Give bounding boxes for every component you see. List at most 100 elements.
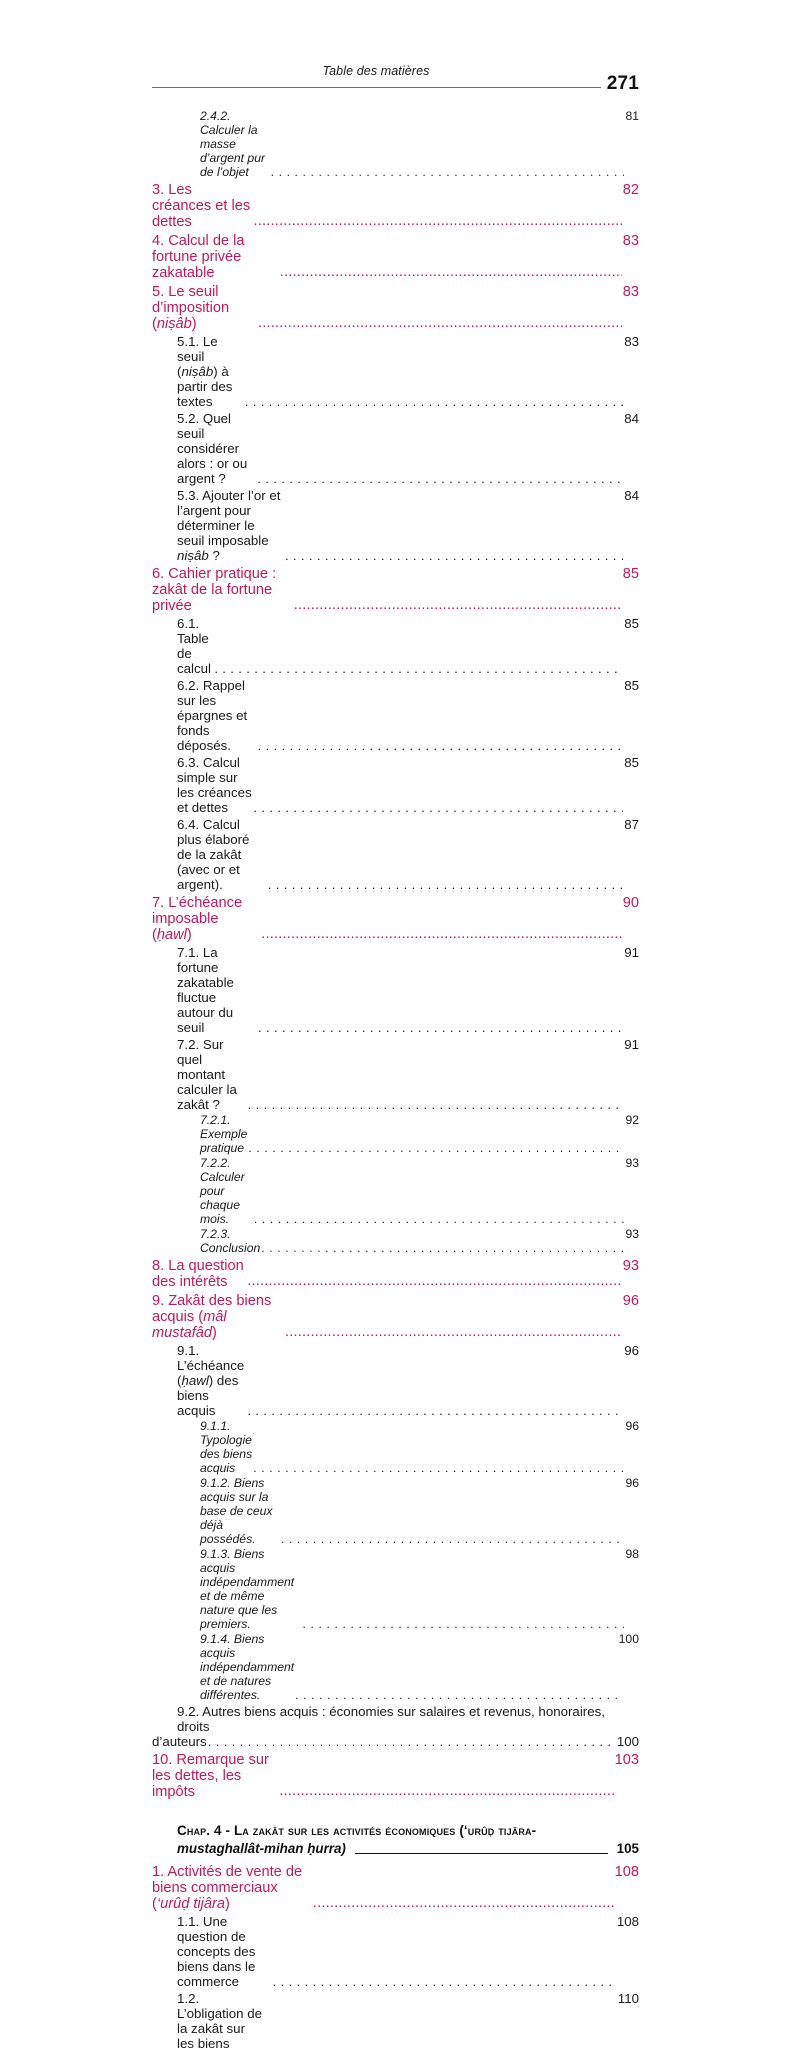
table-of-contents: 2.4.2. Calculer la masse d’argent pur de… (152, 108, 639, 2048)
dot-leader: ........................................… (272, 1973, 616, 1989)
toc-entry[interactable]: 5.1. Le seuil (niṣâb) à partir des texte… (152, 334, 639, 409)
toc-entry-label: 4. Calcul de la fortune privée zakatable (152, 233, 249, 281)
toc-entry[interactable]: 6.1. Table de calcul....................… (152, 616, 639, 676)
toc-entry[interactable]: 9.1.4. Biens acquis indépendamment et de… (152, 1632, 639, 1702)
toc-entry[interactable]: 9.1. L’échéance (ḥawl) des biens acquis.… (152, 1343, 639, 1418)
toc-entry[interactable]: 6.3. Calcul simple sur les créances et d… (152, 755, 639, 815)
dot-leader: ........................................… (302, 1617, 625, 1631)
toc-entry-label: 8. La question des intérêts (152, 1258, 248, 1290)
toc-entry[interactable]: 9.1.3. Biens acquis indépendamment et de… (152, 1547, 639, 1631)
toc-entry-label: 5.2. Quel seuil considérer alors : or ou… (177, 411, 251, 486)
toc-entry-label: 7.2. Sur quel montant calculer la zakât … (177, 1037, 241, 1112)
dot-leader: ........................................… (267, 877, 623, 892)
toc-entry-page: 108 (616, 1913, 639, 1929)
toc-entry[interactable]: 4. Calcul de la fortune privée zakatable… (152, 233, 639, 281)
toc-entry-page: 85 (622, 566, 639, 582)
toc-entry-label: 1.1. Une question de concepts des biens … (177, 1913, 260, 1989)
toc-entry[interactable]: 9.1.1. Typologie des biens acquis.......… (152, 1419, 639, 1475)
dot-leader: ........................................… (257, 471, 623, 486)
toc-entry[interactable]: 9.2. Autres biens acquis : économies sur… (152, 1704, 639, 1749)
toc-entry-page: 90 (622, 895, 639, 911)
toc-entry[interactable]: 5.3. Ajouter l’or et l’argent pour déter… (152, 488, 639, 563)
toc-entry[interactable]: 8. La question des intérêts.............… (152, 1258, 639, 1290)
dot-leader: ........................................… (244, 394, 624, 409)
toc-entry[interactable]: 7.2.3. Conclusion.......................… (152, 1227, 639, 1255)
toc-entry-page: 96 (625, 1476, 639, 1490)
toc-entry-page: 87 (624, 817, 639, 832)
toc-entry-label: 9.1.3. Biens acquis indépendamment et de… (200, 1547, 298, 1631)
toc-page: Table des matières 271 2.4.2. Calculer l… (152, 64, 639, 2048)
toc-entry-label: 9.1.1. Typologie des biens acquis (200, 1419, 256, 1475)
chapter-heading-page: 105 (616, 1840, 639, 1856)
dot-leader: ........................................… (214, 661, 623, 676)
toc-entry[interactable]: 10. Remarque sur les dettes, les impôts.… (152, 1752, 639, 1800)
dot-leader: ........................................… (261, 926, 622, 942)
toc-entry-page: 96 (624, 1343, 639, 1358)
toc-entry[interactable]: 9. Zakât des biens acquis (mâl mustafâd)… (152, 1293, 639, 1341)
toc-entry-label: 7. L’échéance imposable (ḥawl) (152, 895, 247, 943)
dot-leader: ........................................… (207, 1734, 616, 1749)
toc-entry-label: 5. Le seuil d’imposition (niṣâb) (152, 284, 234, 332)
dot-leader: ........................................… (247, 1403, 624, 1418)
toc-entry[interactable]: 5. Le seuil d’imposition (niṣâb)........… (152, 284, 639, 332)
toc-entry[interactable]: 3. Les créances et les dettes...........… (152, 182, 639, 230)
toc-entry-page: 83 (624, 334, 639, 349)
toc-entry-page: 108 (614, 1863, 639, 1880)
toc-entry-label: 9.1.4. Biens acquis indépendamment et de… (200, 1632, 298, 1702)
toc-entry-label: 6.4. Calcul plus élaboré de la zakât (av… (177, 817, 254, 892)
toc-entry-page: 103 (614, 1752, 639, 1768)
toc-entry-page: 93 (625, 1227, 639, 1241)
toc-entry-label: 5.3. Ajouter l’or et l’argent pour déter… (177, 488, 285, 563)
dot-leader: ........................................… (280, 1532, 625, 1546)
toc-entry-page: 84 (624, 411, 639, 426)
toc-entry-label-cont: d’auteurs (152, 1734, 207, 1749)
toc-entry-label: 2.4.2. Calculer la masse d’argent pur de… (200, 109, 269, 179)
dot-leader: ........................................… (253, 213, 622, 229)
toc-entry[interactable]: 6.2. Rappel sur les épargnes et fonds dé… (152, 678, 639, 753)
toc-entry[interactable]: 1.2. L’obligation de la zakât sur les bi… (152, 1991, 639, 2048)
toc-entry-page: 91 (624, 1037, 639, 1052)
toc-entry[interactable]: 7.2. Sur quel montant calculer la zakât … (152, 1037, 639, 1112)
toc-entry[interactable]: 5.2. Quel seuil considérer alors : or ou… (152, 411, 639, 486)
dot-leader: ........................................… (295, 1688, 617, 1702)
toc-entry[interactable]: 7.2.1. Exemple pratique.................… (152, 1113, 639, 1155)
toc-entry-page: 96 (622, 1293, 639, 1309)
toc-entry-page: 96 (625, 1419, 639, 1433)
toc-entry-label: 10. Remarque sur les dettes, les impôts (152, 1752, 273, 1800)
running-header-title: Table des matières (322, 64, 430, 78)
toc-entry[interactable]: 1. Activités de vente de biens commercia… (152, 1864, 639, 1912)
dot-leader: ........................................… (257, 315, 622, 331)
toc-entry[interactable]: 6.4. Calcul plus élaboré de la zakât (av… (152, 817, 639, 892)
dot-leader: ........................................… (247, 1273, 622, 1289)
dot-leader: ........................................… (258, 1020, 623, 1035)
toc-entry-page: 93 (622, 1258, 639, 1274)
dot-leader: ........................................… (247, 1097, 624, 1112)
toc-entry[interactable]: 6. Cahier pratique : zakât de la fortune… (152, 566, 639, 614)
page-folio-number: 271 (606, 73, 639, 94)
toc-entry[interactable]: 7.1. La fortune zakatable fluctue autour… (152, 945, 639, 1035)
toc-entry[interactable]: 2.4.2. Calculer la masse d’argent pur de… (152, 109, 639, 179)
chapter-heading-line1: Chap. 4 - La zakât sur les activités éco… (177, 1823, 537, 1838)
toc-entry[interactable]: 7.2.2. Calculer pour chaque mois........… (152, 1156, 639, 1226)
toc-entry-page: 100 (618, 1632, 639, 1646)
toc-entry-label: 9.1.2. Biens acquis sur la base de ceux … (200, 1476, 276, 1546)
toc-entry-label: 9. Zakât des biens acquis (mâl mustafâd) (152, 1293, 276, 1341)
dot-leader: ........................................… (253, 800, 623, 815)
toc-entry[interactable]: 1.1. Une question de concepts des biens … (152, 1914, 639, 1989)
chapter-heading[interactable]: Chap. 4 - La zakât sur les activités éco… (152, 1822, 639, 1858)
toc-entry[interactable]: 9.1.2. Biens acquis sur la base de ceux … (152, 1476, 639, 1546)
toc-entry-page: 82 (622, 182, 639, 198)
toc-entry-page: 93 (625, 1156, 639, 1170)
toc-entry-label: 7.1. La fortune zakatable fluctue autour… (177, 945, 238, 1035)
toc-entry-page: 85 (624, 755, 639, 770)
running-header: Table des matières 271 (152, 64, 639, 98)
chapter-heading-line2: mustaghallât-mihan ḥurra) (177, 1840, 346, 1856)
toc-entry-page: 100 (616, 1734, 639, 1749)
dot-leader: ........................................… (253, 1461, 624, 1475)
toc-entry-label: 1.2. L’obligation de la zakât sur les bi… (177, 1990, 263, 2048)
toc-entry-label: 6.3. Calcul simple sur les créances et d… (177, 755, 256, 815)
toc-entry-label: 6.1. Table de calcul (177, 616, 213, 676)
toc-entry[interactable]: 7. L’échéance imposable (ḥawl)..........… (152, 895, 639, 943)
toc-entry-label: 1. Activités de vente de biens commercia… (152, 1863, 307, 1912)
toc-entry-label: 3. Les créances et les dettes (152, 182, 255, 230)
